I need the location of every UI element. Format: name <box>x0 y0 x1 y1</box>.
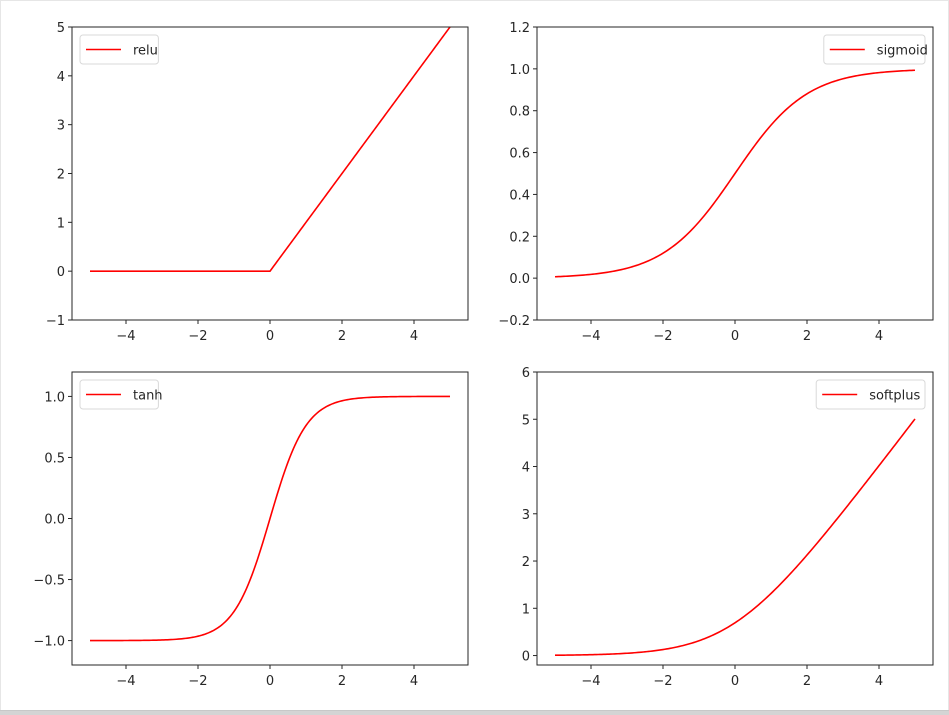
y-tick-label: 0.8 <box>509 105 530 120</box>
legend: softplus <box>815 379 926 410</box>
x-tick-label: −2 <box>188 329 207 344</box>
x-tick-label: −2 <box>653 329 672 344</box>
y-tick-label: −0.5 <box>33 574 65 589</box>
x-tick-label: 2 <box>803 329 811 344</box>
x-tick-label: 4 <box>875 674 883 689</box>
y-tick-label: 3 <box>522 508 530 523</box>
x-tick-label: −4 <box>116 674 135 689</box>
axes-frame <box>536 371 934 666</box>
series-line-relu <box>90 26 451 272</box>
y-tick-label: 2 <box>57 168 65 183</box>
legend-label: relu <box>133 44 158 59</box>
y-tick-label: 0.0 <box>509 272 530 287</box>
legend: sigmoid <box>823 34 928 65</box>
series-line-tanh <box>90 395 450 642</box>
y-tick-label: 1.0 <box>509 63 530 78</box>
x-tick-label: 4 <box>410 329 418 344</box>
y-tick-label: 4 <box>522 461 530 476</box>
y-tick-label: −1 <box>46 314 65 329</box>
y-tick-label: 0.5 <box>44 451 65 466</box>
series-line-softplus <box>554 418 916 657</box>
y-tick-label: 4 <box>57 70 65 85</box>
x-tick-label: 0 <box>266 329 274 344</box>
x-tick-label: −2 <box>188 674 207 689</box>
y-tick-label: 1.2 <box>509 21 530 36</box>
legend: relu <box>79 34 159 65</box>
y-tick-label: 0 <box>522 650 530 665</box>
legend-box <box>823 34 926 65</box>
axes-frame <box>71 26 469 321</box>
y-tick-label: 0 <box>57 265 65 280</box>
window-bottom-edge <box>0 710 949 715</box>
x-tick-label: 2 <box>338 674 346 689</box>
x-tick-label: 4 <box>875 329 883 344</box>
x-tick-label: 2 <box>338 329 346 344</box>
y-tick-label: 0.2 <box>509 230 530 245</box>
y-tick-label: −1.0 <box>33 635 65 650</box>
x-tick-label: 2 <box>803 674 811 689</box>
y-tick-label: 2 <box>522 555 530 570</box>
y-tick-label: 1 <box>57 216 65 231</box>
legend-box <box>815 379 926 410</box>
x-tick-label: 0 <box>731 674 739 689</box>
legend-label: softplus <box>869 389 920 404</box>
series-line-sigmoid <box>554 69 916 278</box>
x-tick-label: 4 <box>410 674 418 689</box>
y-tick-label: −0.2 <box>498 314 530 329</box>
y-tick-label: 0.4 <box>509 188 530 203</box>
subplot-relu: −4 −2 0 2 4 −1 0 1 2 3 4 5 relu <box>46 21 469 344</box>
x-tick-label: 0 <box>731 329 739 344</box>
subplot-tanh: −4 −2 0 2 4 −1.0 −0.5 0.0 0.5 1.0 tanh <box>33 371 469 689</box>
legend: tanh <box>79 379 163 410</box>
y-tick-label: 0.6 <box>509 147 530 162</box>
subplot-softplus: −4 −2 0 2 4 0 1 2 3 4 5 6 softplus <box>522 366 934 689</box>
y-tick-label: 0.0 <box>44 513 65 528</box>
x-tick-label: −4 <box>581 329 600 344</box>
y-tick-label: 1 <box>522 602 530 617</box>
x-tick-label: −4 <box>581 674 600 689</box>
y-tick-label: 1.0 <box>44 390 65 405</box>
x-tick-label: 0 <box>266 674 274 689</box>
x-tick-label: −4 <box>116 329 135 344</box>
legend-label: sigmoid <box>877 44 928 59</box>
legend-label: tanh <box>133 389 163 404</box>
y-tick-label: 5 <box>57 21 65 36</box>
y-tick-label: 5 <box>522 413 530 428</box>
subplot-sigmoid: −4 −2 0 2 4 −0.2 0.0 0.2 0.4 0.6 0.8 1.0 1.2 sigmoid <box>498 21 934 344</box>
y-tick-label: 6 <box>522 366 530 381</box>
y-tick-label: 3 <box>57 119 65 134</box>
x-tick-label: −2 <box>653 674 672 689</box>
